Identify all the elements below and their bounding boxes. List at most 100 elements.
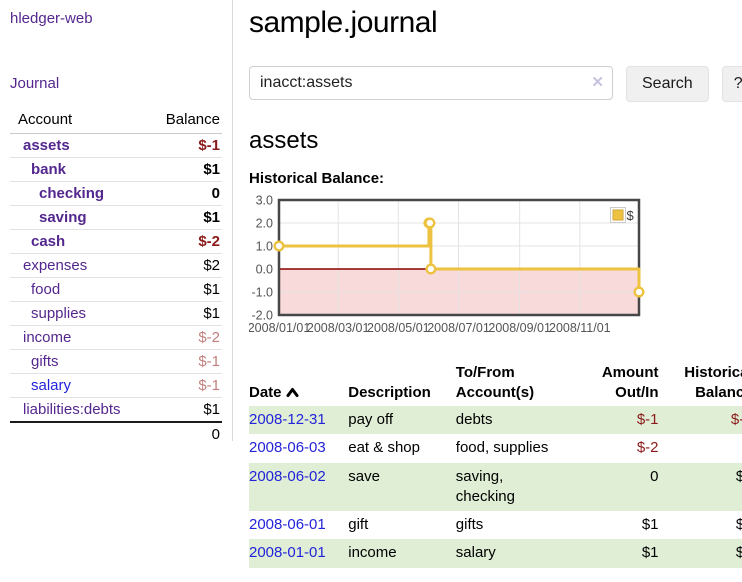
sidebar-account-cash[interactable]: cash: [31, 233, 66, 250]
register-row: 2008-12-31 pay off debts $-1 $-1: [249, 406, 742, 435]
transaction-accounts: salary: [455, 544, 496, 562]
account-balance: $-2: [144, 229, 222, 254]
account-balance: $-1: [144, 373, 222, 398]
account-row: expenses $2: [10, 253, 222, 278]
accounts-table: Account Balance assets $-1 bank $1 checking 0…: [10, 108, 222, 446]
account-balance: $1: [144, 397, 222, 423]
account-heading: assets: [249, 127, 319, 154]
transaction-accounts: food, supplies: [455, 439, 549, 457]
accounts-header-row: Account Balance: [10, 108, 222, 134]
svg-text:2008/07/01: 2008/07/01: [427, 321, 490, 335]
transaction-amount: $-2: [636, 439, 659, 457]
search-row: ✕ Search ?: [249, 66, 742, 102]
transaction-date-cell: 2008-06-01: [249, 511, 348, 539]
account-balance: $1: [144, 157, 222, 182]
transaction-balance: $-1: [730, 411, 742, 428]
sidebar-account-supplies[interactable]: supplies: [31, 305, 87, 322]
register-row: 2008-06-03 eat & shop food, supplies $-20: [249, 434, 742, 462]
sidebar-account-liabilities-debts[interactable]: liabilities:debts: [23, 401, 121, 418]
transaction-date-cell: 2008-06-03: [249, 434, 348, 462]
sidebar-account-saving[interactable]: saving: [39, 209, 87, 226]
svg-text:3.0: 3.0: [256, 195, 273, 208]
transaction-date-link[interactable]: 2008-06-01: [249, 516, 326, 533]
account-row: liabilities:debts $1: [10, 397, 222, 423]
account-row: cash $-2: [10, 229, 222, 254]
svg-text:1.0: 1.0: [256, 240, 273, 254]
account-row: assets $-1: [10, 133, 222, 158]
register-header-amount: Amount Out/In: [601, 364, 659, 401]
account-balance: 0: [144, 181, 222, 206]
chart-label: Historical Balance:: [249, 170, 385, 187]
account-balance: $1: [144, 301, 222, 326]
sidebar-account-gifts[interactable]: gifts: [31, 353, 59, 370]
sidebar-account-checking[interactable]: checking: [39, 185, 105, 202]
transaction-description: pay off: [348, 411, 394, 428]
transaction-balance: 0: [661, 434, 742, 462]
register-header-to-from: To/From Account(s): [455, 364, 535, 401]
accounts-header-account: Account: [10, 108, 145, 134]
transaction-amount: $1: [641, 516, 659, 533]
help-button[interactable]: ?: [721, 66, 742, 102]
clear-search-icon[interactable]: ✕: [591, 74, 604, 91]
account-balance: $2: [144, 253, 222, 278]
accounts-total-value: 0: [144, 421, 222, 446]
page-title: sample.journal: [249, 6, 438, 39]
sidebar-account-bank[interactable]: bank: [31, 161, 67, 178]
svg-text:$: $: [627, 208, 635, 223]
search-input[interactable]: [249, 66, 613, 100]
transaction-date-link[interactable]: 2008-06-02: [249, 467, 326, 485]
main-content: sample.journal ✕ Search ? assets Histori…: [233, 0, 742, 568]
svg-text:0.0: 0.0: [256, 263, 273, 277]
historical-balance-chart: $3.0 2.0 1.0 0.0 -1.0 -2.0 2008/01/01 2008/03/0…: [248, 194, 742, 352]
transaction-description: gift: [348, 516, 369, 533]
search-button[interactable]: Search: [626, 66, 709, 102]
account-row: bank $1: [10, 157, 222, 182]
svg-text:2008/09/01: 2008/09/01: [488, 321, 551, 335]
sidebar-account-income[interactable]: income: [23, 329, 72, 346]
chart-svg: $3.0 2.0 1.0 0.0 -1.0 -2.02008/01/012008/03/0…: [248, 194, 645, 335]
transaction-date-cell: 2008-12-31: [249, 406, 348, 434]
transaction-balance: $2: [735, 516, 742, 533]
svg-text:2008/11/01: 2008/11/01: [549, 321, 611, 335]
transaction-date-link[interactable]: 2008-06-03: [249, 439, 326, 457]
transaction-date-cell: 2008-06-02: [249, 463, 348, 512]
register-row: 2008-01-01 income salary $1 $1: [249, 539, 742, 568]
account-balance: $-1: [144, 133, 222, 158]
svg-text:2008/03/01: 2008/03/01: [307, 321, 370, 335]
register-header-description: Description: [348, 383, 431, 401]
sidebar-account-salary[interactable]: salary: [31, 377, 72, 394]
sidebar-item-journal[interactable]: Journal: [10, 75, 60, 92]
transaction-date-link[interactable]: 2008-01-01: [249, 544, 326, 562]
register-header-date[interactable]: Date: [249, 361, 348, 406]
account-row: gifts $-1: [10, 349, 222, 374]
transaction-description: income: [348, 544, 397, 562]
transaction-date-link[interactable]: 2008-12-31: [249, 411, 326, 428]
transaction-balance: $2: [735, 467, 742, 485]
transaction-accounts: saving, checking: [455, 467, 515, 505]
transaction-amount: 0: [650, 467, 659, 485]
sidebar-account-food[interactable]: food: [31, 281, 61, 298]
sidebar-account-expenses[interactable]: expenses: [23, 257, 88, 274]
transaction-amount: $1: [641, 544, 659, 562]
svg-text:-1.0: -1.0: [251, 286, 273, 300]
sidebar-account-assets[interactable]: assets: [23, 137, 70, 154]
brand-link[interactable]: hledger-web: [10, 10, 93, 27]
transaction-accounts: debts: [455, 411, 493, 428]
register-header-row: Date Description To/From Account(s) Amount Ou…: [249, 361, 742, 406]
sidebar: hledger-web Journal Account Balance asse…: [0, 0, 233, 446]
account-balance: $-1: [144, 349, 222, 374]
transaction-description: save: [348, 467, 380, 485]
sort-ascending-icon[interactable]: [286, 387, 299, 398]
transaction-amount: $-1: [636, 411, 659, 428]
svg-text:2008/05/01: 2008/05/01: [367, 321, 430, 335]
account-row: saving $1: [10, 205, 222, 230]
accounts-header-balance: Balance: [144, 108, 222, 134]
account-row: checking 0: [10, 181, 222, 206]
register-table: Date Description To/From Account(s) Amount Ou…: [249, 361, 742, 568]
svg-text:2008/01/01: 2008/01/01: [249, 321, 310, 335]
register-row: 2008-06-02 save saving, checking 0 $2: [249, 462, 742, 512]
account-row: salary $-1: [10, 373, 222, 398]
page-layout: hledger-web Journal Account Balance asse…: [0, 0, 742, 568]
transaction-description: eat & shop: [348, 439, 420, 457]
transaction-accounts: gifts: [455, 516, 484, 533]
